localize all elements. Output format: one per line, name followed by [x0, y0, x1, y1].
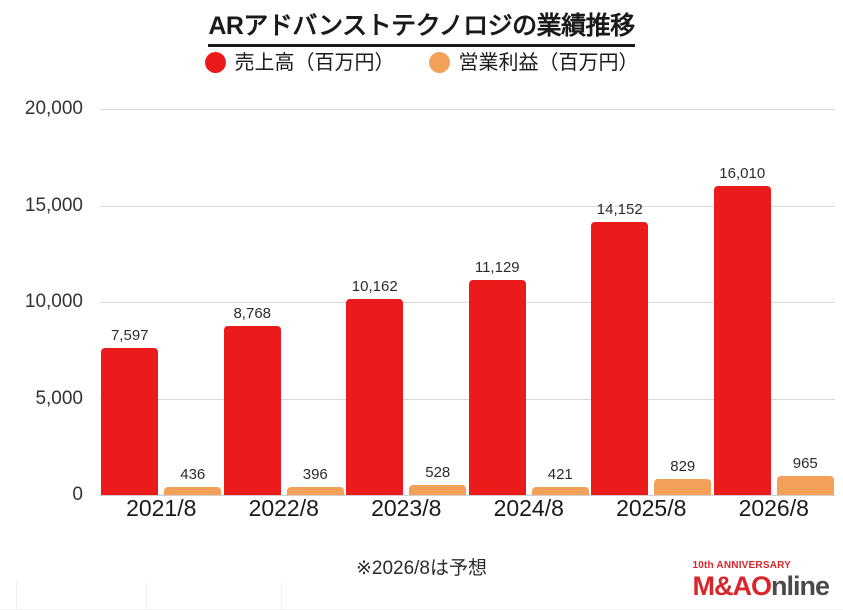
x-axis-tick-label: 2025/8: [616, 495, 687, 521]
page-title: ARアドバンストテクノロジの業績推移: [0, 6, 843, 47]
bar-value-label: 16,010: [719, 165, 766, 182]
bar-value-label: 11,129: [474, 259, 520, 277]
bar-operating-profit[interactable]: [164, 486, 222, 495]
bar-revenue[interactable]: [223, 325, 281, 495]
chart-x-axis: 2021/8 2022/8 2023/8 2024/8 2025/8 2026/8: [100, 495, 835, 535]
bar-operating-profit[interactable]: [409, 484, 467, 495]
bar-revenue[interactable]: [713, 186, 771, 495]
bar-value-label: 421: [547, 465, 573, 483]
legend-label-revenue: 売上高（百万円）: [234, 51, 395, 74]
legend-swatch-operating-profit-icon: [428, 52, 450, 73]
bar-operating-profit[interactable]: [531, 486, 589, 495]
legend-label-operating-profit: 営業利益（百万円）: [458, 51, 639, 74]
bar-value-label: 829: [670, 458, 696, 475]
bar-value-label: 528: [425, 463, 451, 481]
logo-nline-text: nline: [770, 571, 830, 601]
x-axis-tick-label: 2022/8: [248, 495, 319, 521]
bottom-separator-right: [281, 582, 282, 610]
bar-value-label: 10,162: [351, 277, 398, 295]
chart-plot-area: 0 5,000 10,000 15,000 20,000 7,597 436 8,768 39…: [0, 95, 843, 521]
bar-operating-profit[interactable]: [776, 476, 834, 495]
chart-bars-layer: 7,597 436 8,768 396 10,162 528 11,129 421 14,152…: [100, 95, 835, 515]
bar-value-label: 14,152: [596, 200, 643, 218]
chart-title-text: ARアドバンストテクノロジの業績推移: [208, 6, 635, 47]
logo-ma-text: M&A: [692, 571, 751, 601]
y-axis-tick-label: 10,000: [24, 291, 83, 312]
gridline-20000: [100, 109, 835, 110]
brand-logo[interactable]: 10th ANNIVERSARY M&AOnline: [692, 560, 830, 601]
bar-revenue[interactable]: [468, 280, 526, 495]
chart-legend: 売上高（百万円） 営業利益（百万円）: [0, 52, 843, 73]
y-axis-tick-label: 15,000: [24, 194, 83, 216]
y-axis-tick-label: 0: [72, 484, 83, 505]
bottom-separator-mid: [146, 582, 147, 610]
gridline-5000: [100, 398, 835, 400]
legend-item-operating-profit[interactable]: 営業利益（百万円）: [428, 51, 639, 74]
bottom-separator-left: [16, 582, 17, 610]
logo-o-text: O: [750, 571, 772, 601]
bar-operating-profit[interactable]: [286, 487, 344, 495]
bar-revenue[interactable]: [101, 348, 159, 495]
logo-anniversary-text: 10th ANNIVERSARY: [692, 560, 792, 571]
bar-revenue[interactable]: [591, 221, 649, 495]
bar-value-label: 436: [180, 465, 206, 483]
gridline-10000: [100, 302, 835, 303]
gridline-15000: [100, 205, 835, 207]
x-axis-tick-label: 2026/8: [738, 495, 809, 521]
x-axis-tick-label: 2024/8: [493, 495, 564, 521]
bar-value-label: 8,768: [233, 304, 272, 322]
x-axis-tick-label: 2023/8: [371, 495, 442, 521]
bar-revenue[interactable]: [346, 298, 404, 495]
legend-swatch-revenue-icon: [204, 52, 226, 73]
legend-item-revenue[interactable]: 売上高（百万円）: [204, 51, 395, 74]
bar-operating-profit[interactable]: [654, 479, 712, 495]
x-axis-tick-label: 2021/8: [126, 495, 197, 521]
logo-wordmark: M&AOnline: [692, 571, 830, 601]
y-axis-tick-label: 20,000: [24, 98, 83, 119]
chart-footnote: ※2026/8は予想: [355, 558, 488, 579]
bar-value-label: 396: [302, 466, 328, 484]
gridline-0: [100, 495, 835, 496]
y-axis-tick-label: 5,000: [35, 387, 83, 409]
bar-value-label: 965: [792, 455, 818, 473]
bar-value-label: 7,597: [110, 327, 149, 345]
